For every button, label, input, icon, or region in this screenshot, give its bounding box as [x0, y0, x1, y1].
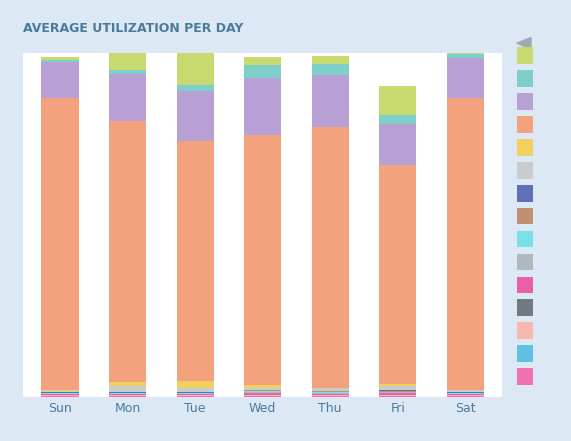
Bar [312, 127, 349, 388]
Bar [109, 74, 146, 121]
Bar [379, 385, 416, 386]
Bar [244, 392, 282, 393]
Bar [42, 393, 79, 394]
Bar [447, 41, 484, 54]
Bar [447, 392, 484, 393]
Bar [447, 394, 484, 395]
Bar [109, 392, 146, 393]
Bar [244, 385, 282, 388]
Bar [176, 381, 214, 388]
Bar [176, 91, 214, 141]
Bar [447, 395, 484, 396]
Bar [176, 396, 214, 397]
Bar [42, 60, 79, 62]
Bar [176, 388, 214, 392]
Bar [244, 57, 282, 65]
Bar [109, 70, 146, 74]
Bar [244, 65, 282, 78]
Bar [176, 394, 214, 395]
Bar [244, 396, 282, 397]
Bar [176, 51, 214, 85]
Bar [379, 390, 416, 391]
Bar [109, 396, 146, 397]
Bar [447, 98, 484, 389]
Bar [379, 116, 416, 124]
Bar [312, 396, 349, 397]
Bar [312, 388, 349, 391]
Bar [447, 389, 484, 390]
Bar [379, 391, 416, 392]
Bar [244, 135, 282, 385]
Bar [109, 44, 146, 70]
Bar [312, 393, 349, 394]
Bar [109, 394, 146, 395]
Bar [379, 395, 416, 396]
Bar [176, 393, 214, 394]
Bar [176, 85, 214, 91]
Bar [109, 382, 146, 386]
Bar [42, 391, 79, 392]
Bar [42, 394, 79, 395]
Bar [176, 395, 214, 396]
Bar [42, 395, 79, 396]
Bar [244, 78, 282, 135]
Bar [379, 393, 416, 395]
Bar [176, 392, 214, 393]
Bar [312, 391, 349, 392]
Bar [109, 121, 146, 382]
Bar [244, 391, 282, 392]
Bar [244, 395, 282, 396]
Bar [312, 64, 349, 75]
Bar [447, 58, 484, 98]
Bar [109, 395, 146, 396]
Bar [379, 392, 416, 393]
Bar [447, 390, 484, 392]
Bar [312, 394, 349, 395]
Bar [109, 393, 146, 394]
Bar [244, 388, 282, 389]
Bar [312, 395, 349, 396]
Bar [42, 57, 79, 60]
Bar [379, 386, 416, 390]
Bar [447, 54, 484, 58]
Bar [447, 396, 484, 397]
Bar [312, 392, 349, 393]
Bar [379, 86, 416, 116]
Bar [42, 98, 79, 390]
Bar [42, 62, 79, 98]
Bar [176, 141, 214, 381]
Bar [379, 396, 416, 397]
Bar [312, 75, 349, 127]
Bar [447, 393, 484, 394]
Text: AVERAGE UTILIZATION PER DAY: AVERAGE UTILIZATION PER DAY [23, 22, 243, 35]
Bar [42, 396, 79, 397]
Bar [42, 392, 79, 393]
Bar [244, 390, 282, 391]
Bar [244, 389, 282, 390]
Bar [312, 56, 349, 64]
Bar [244, 393, 282, 395]
Bar [109, 386, 146, 392]
Bar [379, 124, 416, 165]
Bar [379, 165, 416, 385]
Bar [42, 390, 79, 391]
